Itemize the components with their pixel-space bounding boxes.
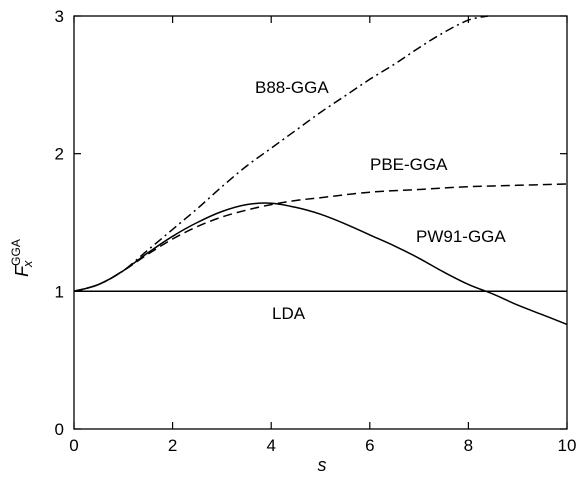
series-line-pbe-gga bbox=[73, 183, 568, 293]
series-layer bbox=[73, 15, 568, 326]
annotation-pbe-gga: PBE-GGA bbox=[370, 155, 448, 174]
x-tick-label: 8 bbox=[464, 436, 473, 455]
plot-border bbox=[73, 15, 568, 430]
y-tick-label: 3 bbox=[55, 7, 64, 26]
annotation-lda: LDA bbox=[272, 304, 306, 323]
plot-frame bbox=[73, 15, 568, 430]
y-axis-label-sup: GGA bbox=[9, 239, 23, 266]
series-line-pw91-gga bbox=[73, 202, 568, 326]
y-axis-label-sub: x bbox=[20, 260, 35, 268]
x-tick-label: 10 bbox=[558, 436, 577, 455]
x-tick-label: 6 bbox=[365, 436, 374, 455]
x-tick-label: 0 bbox=[69, 436, 78, 455]
x-axis-label: s bbox=[318, 455, 327, 475]
annotation-pw91-gga: PW91-GGA bbox=[416, 227, 506, 246]
y-axis-label-main: F bbox=[12, 265, 32, 277]
y-axis-label: FGGAx bbox=[9, 239, 35, 277]
y-tick-label: 2 bbox=[55, 145, 64, 164]
y-tick-label: 1 bbox=[55, 282, 64, 301]
ticks: 0 2 4 6 8 10 0 1 2 3 bbox=[55, 7, 577, 455]
annotation-b88-gga: B88-GGA bbox=[255, 78, 329, 97]
x-tick-label: 2 bbox=[168, 436, 177, 455]
series-line-b88-gga bbox=[73, 15, 489, 293]
x-tick-label: 4 bbox=[266, 436, 275, 455]
annotations: B88-GGA PBE-GGA PW91-GGA LDA bbox=[255, 78, 506, 323]
y-tick-label: 0 bbox=[55, 420, 64, 439]
svg-text:FGGAx: FGGAx bbox=[9, 239, 35, 277]
